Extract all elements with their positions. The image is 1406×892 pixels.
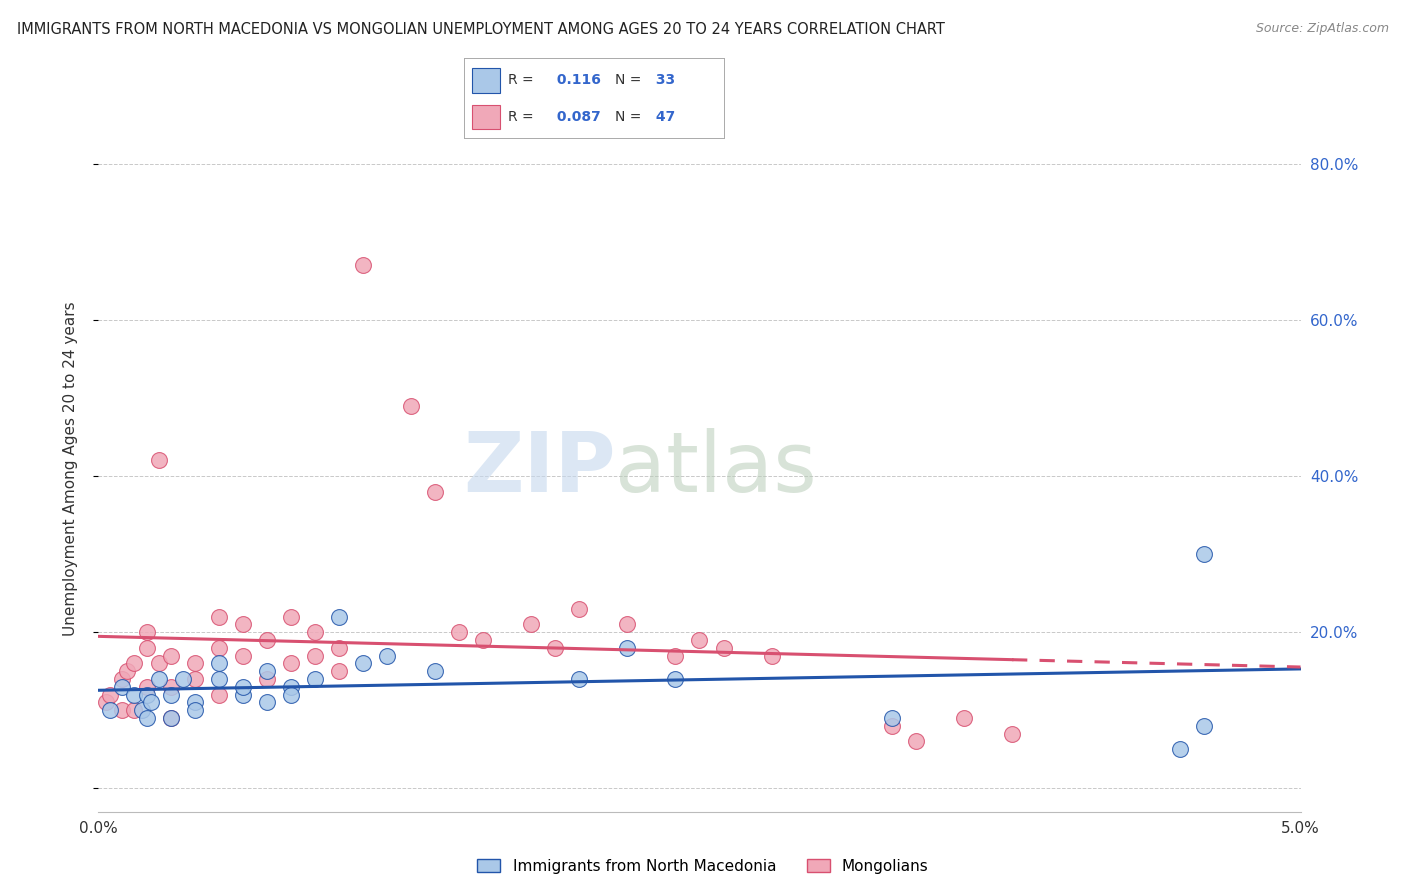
Text: 0.116: 0.116 xyxy=(553,73,602,87)
Legend: Immigrants from North Macedonia, Mongolians: Immigrants from North Macedonia, Mongoli… xyxy=(471,853,935,880)
Point xyxy=(616,640,638,655)
Point xyxy=(328,640,350,655)
Point xyxy=(135,680,157,694)
Point xyxy=(183,703,205,717)
Point xyxy=(94,696,117,710)
Point xyxy=(141,696,163,710)
Point xyxy=(159,711,181,725)
Text: R =: R = xyxy=(508,110,534,124)
Point xyxy=(256,664,278,678)
Point xyxy=(232,680,254,694)
Point xyxy=(568,672,591,686)
Point xyxy=(1194,719,1216,733)
Point xyxy=(472,633,495,648)
Point xyxy=(183,672,205,686)
Point xyxy=(280,609,302,624)
Point xyxy=(1001,726,1024,740)
Point xyxy=(148,657,170,671)
Point xyxy=(111,703,134,717)
Point xyxy=(689,633,711,648)
Point xyxy=(880,719,903,733)
Point xyxy=(100,688,122,702)
Point xyxy=(953,711,976,725)
Point xyxy=(208,657,231,671)
Point xyxy=(148,453,170,467)
Point xyxy=(131,703,153,717)
Point xyxy=(352,258,374,272)
Point xyxy=(1170,742,1192,756)
Point xyxy=(904,734,927,748)
Point xyxy=(447,625,470,640)
Text: N =: N = xyxy=(614,110,641,124)
Point xyxy=(280,680,302,694)
Point xyxy=(256,696,278,710)
Point xyxy=(183,696,205,710)
Point xyxy=(232,648,254,663)
Text: 0.087: 0.087 xyxy=(553,110,602,124)
Point xyxy=(135,688,157,702)
Bar xyxy=(472,104,501,128)
Text: ZIP: ZIP xyxy=(463,428,616,508)
Point xyxy=(159,680,181,694)
Point xyxy=(159,688,181,702)
Text: IMMIGRANTS FROM NORTH MACEDONIA VS MONGOLIAN UNEMPLOYMENT AMONG AGES 20 TO 24 YE: IMMIGRANTS FROM NORTH MACEDONIA VS MONGO… xyxy=(17,22,945,37)
Point xyxy=(172,672,194,686)
Point xyxy=(135,625,157,640)
Point xyxy=(124,688,146,702)
Point xyxy=(124,703,146,717)
Point xyxy=(328,609,350,624)
Point xyxy=(159,711,181,725)
Text: N =: N = xyxy=(614,73,641,87)
Point xyxy=(208,688,231,702)
Point xyxy=(568,601,591,615)
Point xyxy=(304,672,326,686)
Point xyxy=(1194,547,1216,561)
Point xyxy=(280,657,302,671)
Point xyxy=(304,648,326,663)
Point xyxy=(232,617,254,632)
Point xyxy=(375,648,398,663)
Point xyxy=(352,657,374,671)
Point xyxy=(148,672,170,686)
Point xyxy=(159,648,181,663)
Point xyxy=(256,633,278,648)
Point xyxy=(208,609,231,624)
Text: R =: R = xyxy=(508,73,534,87)
Point xyxy=(423,664,446,678)
Y-axis label: Unemployment Among Ages 20 to 24 years: Unemployment Among Ages 20 to 24 years xyxy=(63,301,77,636)
Point xyxy=(280,688,302,702)
Point xyxy=(135,711,157,725)
Point xyxy=(544,640,567,655)
Text: Source: ZipAtlas.com: Source: ZipAtlas.com xyxy=(1256,22,1389,36)
Point xyxy=(328,664,350,678)
Point xyxy=(208,672,231,686)
Point xyxy=(183,657,205,671)
Point xyxy=(304,625,326,640)
Point xyxy=(256,672,278,686)
Text: 33: 33 xyxy=(651,73,675,87)
Point xyxy=(616,617,638,632)
Text: 47: 47 xyxy=(651,110,675,124)
Point xyxy=(520,617,543,632)
Point xyxy=(100,703,122,717)
Point xyxy=(124,657,146,671)
Point xyxy=(117,664,139,678)
Text: atlas: atlas xyxy=(616,428,817,508)
Point xyxy=(664,672,686,686)
Point xyxy=(135,640,157,655)
Point xyxy=(713,640,735,655)
Point xyxy=(232,688,254,702)
Point xyxy=(423,484,446,499)
Point xyxy=(111,680,134,694)
Point xyxy=(761,648,783,663)
Point xyxy=(664,648,686,663)
Point xyxy=(208,640,231,655)
Point xyxy=(880,711,903,725)
Point xyxy=(111,672,134,686)
Bar xyxy=(472,69,501,93)
Point xyxy=(399,399,422,413)
